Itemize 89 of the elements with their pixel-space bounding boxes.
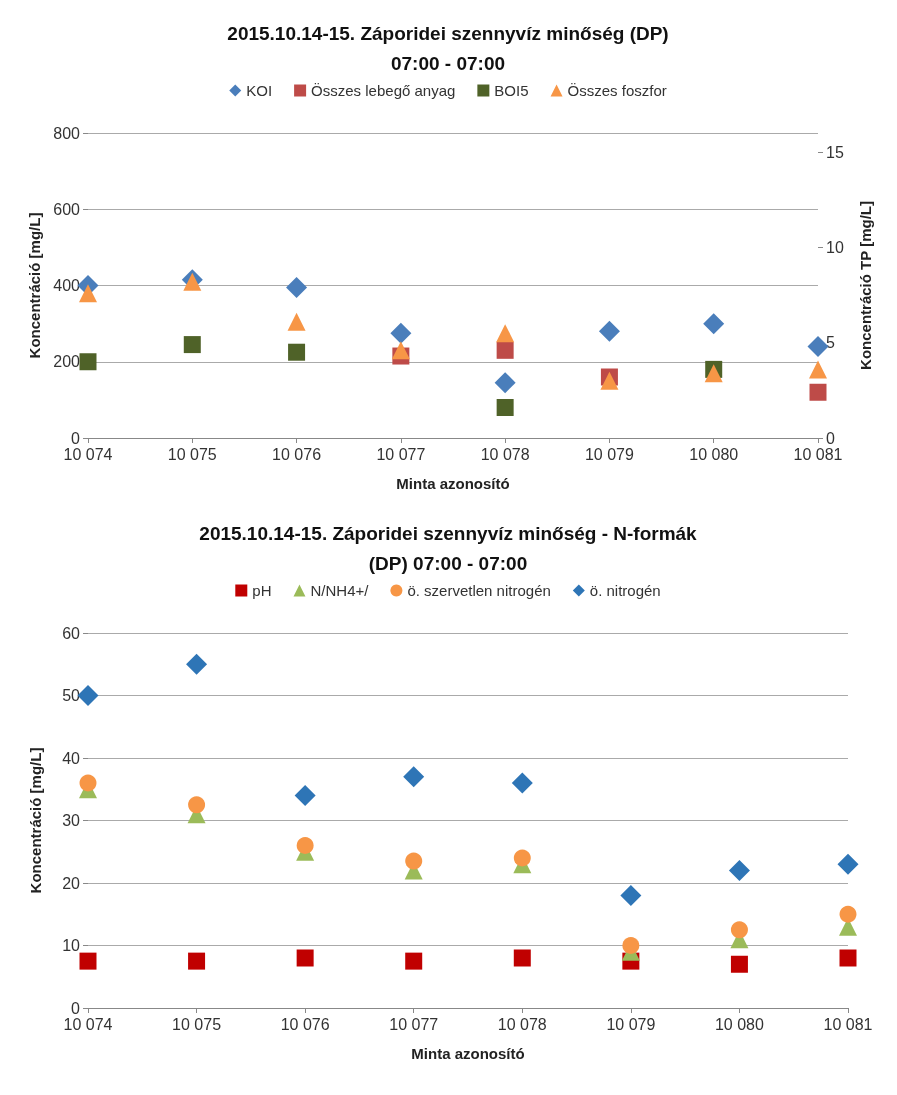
x-tick-label: 10 081: [793, 445, 843, 463]
y-axis-title: Koncentráció [mg/L]: [26, 212, 44, 359]
point: [837, 853, 859, 875]
y-tick-label: 40: [62, 749, 81, 767]
y2-tick-label: 10: [826, 238, 844, 256]
x-tick-label: 10 080: [689, 445, 739, 463]
point: [405, 952, 423, 970]
legend-label: KOI: [246, 82, 273, 99]
point: [288, 343, 306, 361]
chart-title: 2015.10.14-15. Záporidei szennyvíz minőség (DP) 07:00 - 07:00: [227, 22, 669, 74]
point: [405, 852, 423, 870]
point: [511, 772, 533, 794]
x-tick-label: 10 074: [63, 1015, 113, 1033]
y-tick-label: 600: [53, 200, 81, 218]
point: [391, 341, 410, 360]
point: [598, 320, 620, 342]
x-tick-label: 10 079: [584, 445, 634, 463]
point: [730, 921, 748, 939]
x-tick-label: 10 080: [714, 1015, 764, 1033]
y2-tick-label: 5: [826, 334, 835, 352]
point: [296, 949, 314, 967]
point: [403, 766, 425, 788]
x-tick-label: 10 081: [823, 1015, 873, 1033]
point: [809, 360, 827, 379]
chart-title: 2015.10.14-15. Záporidei szennyvíz minőség - N-formák (DP) 07:00 - 07:00: [199, 522, 698, 574]
y2-tick-label: 15: [826, 143, 844, 161]
point: [390, 322, 412, 344]
legend-label: BOI5: [494, 82, 529, 99]
x-axis-title: Minta azonosító: [396, 475, 510, 492]
x-tick-label: 10 079: [606, 1015, 656, 1033]
point: [294, 785, 316, 806]
x-tick-label: 10 076: [280, 1015, 330, 1033]
legend-label: Összes lebegő anyag: [311, 82, 456, 99]
y2-tick-label: 0: [826, 429, 835, 447]
point: [622, 937, 640, 954]
legend-label: N/NH4+/: [310, 582, 370, 599]
y2-axis-title: Koncentráció TP [mg/L]: [857, 201, 874, 370]
y-tick-label: 0: [71, 999, 81, 1017]
x-tick-label: 10 077: [389, 1015, 439, 1033]
point: [730, 955, 748, 973]
point: [703, 313, 725, 335]
point: [79, 353, 97, 371]
y-axis-title: Koncentráció [mg/L]: [27, 747, 44, 894]
y-tick-label: 20: [62, 874, 81, 892]
legend-label: pH: [252, 582, 272, 599]
x-tick-label: 10 074: [63, 445, 113, 463]
point: [188, 796, 206, 814]
y-tick-label: 60: [62, 624, 81, 642]
point: [77, 685, 99, 706]
point: [286, 276, 308, 298]
point: [186, 653, 208, 675]
point: [79, 952, 97, 970]
y-tick-label: 10: [62, 937, 81, 954]
x-tick-label: 10 075: [167, 445, 217, 463]
y-tick-label: 30: [62, 812, 81, 829]
x-tick-label: 10 078: [497, 1015, 547, 1033]
point: [296, 837, 314, 854]
point: [79, 774, 97, 792]
point: [496, 324, 515, 343]
point: [600, 371, 619, 390]
point: [496, 341, 514, 359]
point: [287, 312, 306, 331]
y-tick-label: 800: [53, 124, 81, 142]
point: [839, 905, 857, 923]
y-tick-label: 50: [62, 687, 81, 704]
point: [513, 849, 531, 867]
point: [494, 372, 516, 394]
legend-label: ö. nitrogén: [589, 582, 661, 599]
legend-label: Összes foszfor: [567, 82, 667, 99]
y-tick-label: 400: [53, 277, 81, 294]
y-tick-label: 200: [53, 353, 81, 371]
point: [620, 885, 642, 906]
x-tick-label: 10 078: [480, 445, 530, 463]
point: [513, 949, 531, 967]
point: [496, 399, 514, 416]
x-tick-label: 10 076: [272, 445, 322, 463]
x-axis-title: Minta azonosító: [411, 1045, 525, 1062]
point: [183, 336, 201, 354]
point: [839, 949, 857, 967]
point: [79, 284, 97, 303]
point: [809, 383, 827, 401]
x-tick-label: 10 075: [172, 1015, 222, 1033]
point: [188, 952, 206, 970]
point: [704, 364, 723, 383]
y-tick-label: 0: [71, 429, 81, 447]
legend-label: ö. szervetlen nitrogén: [407, 582, 551, 599]
point: [728, 860, 750, 881]
x-tick-label: 10 077: [376, 445, 426, 463]
point: [807, 336, 829, 357]
